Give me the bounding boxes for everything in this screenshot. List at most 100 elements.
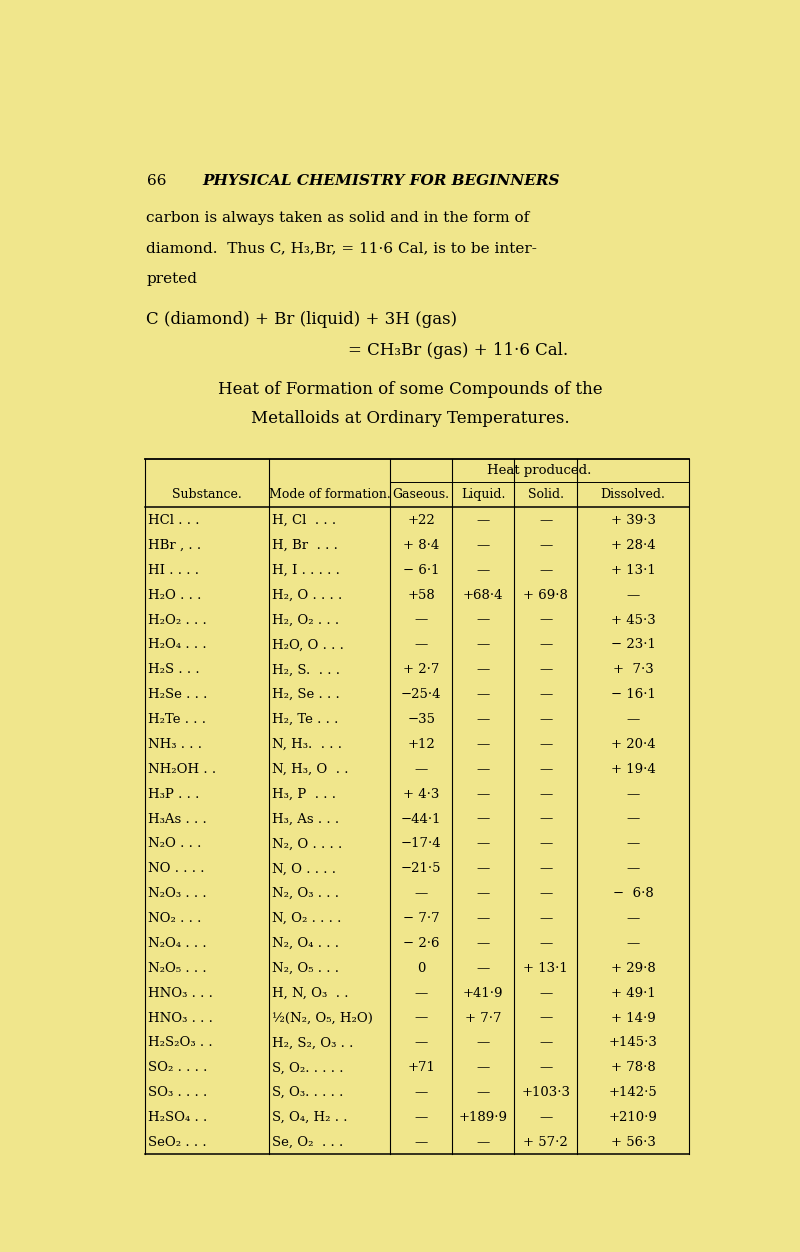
Text: —: — xyxy=(414,1012,428,1024)
Text: —: — xyxy=(539,911,553,925)
Text: —: — xyxy=(477,813,490,825)
Text: HI . . . .: HI . . . . xyxy=(148,563,199,577)
Text: H₃, P  . . .: H₃, P . . . xyxy=(272,788,336,801)
Text: —: — xyxy=(477,1062,490,1074)
Text: + 8·4: + 8·4 xyxy=(403,540,439,552)
Text: H₂O, O . . .: H₂O, O . . . xyxy=(272,639,344,651)
Text: —: — xyxy=(414,1136,428,1149)
Text: —: — xyxy=(539,813,553,825)
Text: N₂, O₃ . . .: N₂, O₃ . . . xyxy=(272,888,339,900)
Text: —: — xyxy=(477,689,490,701)
Text: + 4·3: + 4·3 xyxy=(403,788,439,801)
Text: —: — xyxy=(539,664,553,676)
Text: + 78·8: + 78·8 xyxy=(611,1062,655,1074)
Text: N, O₂ . . . .: N, O₂ . . . . xyxy=(272,911,342,925)
Text: Liquid.: Liquid. xyxy=(461,488,506,501)
Text: H₂Se . . .: H₂Se . . . xyxy=(148,689,208,701)
Text: —: — xyxy=(477,639,490,651)
Text: —: — xyxy=(539,563,553,577)
Text: —: — xyxy=(539,788,553,801)
Text: —: — xyxy=(539,1037,553,1049)
Text: H₂, S₂, O₃ . .: H₂, S₂, O₃ . . xyxy=(272,1037,354,1049)
Text: H₂, S.  . . .: H₂, S. . . . xyxy=(272,664,340,676)
Text: + 45·3: + 45·3 xyxy=(611,613,655,626)
Text: = CH₃Br (gas) + 11·6 Cal.: = CH₃Br (gas) + 11·6 Cal. xyxy=(348,342,568,359)
Text: H₂SO₄ . .: H₂SO₄ . . xyxy=(148,1111,208,1124)
Text: —: — xyxy=(477,515,490,527)
Text: ½(N₂, O₅, H₂O): ½(N₂, O₅, H₂O) xyxy=(272,1012,374,1024)
Text: SeO₂ . . .: SeO₂ . . . xyxy=(148,1136,207,1149)
Text: Se, O₂  . . .: Se, O₂ . . . xyxy=(272,1136,344,1149)
Text: + 20·4: + 20·4 xyxy=(611,737,655,751)
Text: —: — xyxy=(477,1136,490,1149)
Text: —: — xyxy=(477,540,490,552)
Text: + 14·9: + 14·9 xyxy=(611,1012,655,1024)
Text: Gaseous.: Gaseous. xyxy=(393,488,450,501)
Text: +142·5: +142·5 xyxy=(609,1087,658,1099)
Text: —: — xyxy=(414,762,428,776)
Text: —: — xyxy=(626,588,640,602)
Text: —: — xyxy=(539,540,553,552)
Text: Substance.: Substance. xyxy=(172,488,242,501)
Text: —: — xyxy=(626,714,640,726)
Text: —: — xyxy=(539,515,553,527)
Text: H₃As . . .: H₃As . . . xyxy=(148,813,207,825)
Text: −  6·8: − 6·8 xyxy=(613,888,654,900)
Text: —: — xyxy=(539,737,553,751)
Text: +145·3: +145·3 xyxy=(609,1037,658,1049)
Text: Metalloids at Ordinary Temperatures.: Metalloids at Ordinary Temperatures. xyxy=(250,409,570,427)
Text: N₂, O₅ . . .: N₂, O₅ . . . xyxy=(272,962,339,975)
Text: NO . . . .: NO . . . . xyxy=(148,863,205,875)
Text: + 49·1: + 49·1 xyxy=(611,987,655,999)
Text: —: — xyxy=(414,1087,428,1099)
Text: —: — xyxy=(477,613,490,626)
Text: —: — xyxy=(539,1012,553,1024)
Text: + 29·8: + 29·8 xyxy=(611,962,655,975)
Text: + 19·4: + 19·4 xyxy=(611,762,655,776)
Text: − 23·1: − 23·1 xyxy=(610,639,656,651)
Text: +22: +22 xyxy=(407,515,435,527)
Text: N₂O₃ . . .: N₂O₃ . . . xyxy=(148,888,207,900)
Text: —: — xyxy=(477,888,490,900)
Text: —: — xyxy=(477,737,490,751)
Text: N₂, O . . . .: N₂, O . . . . xyxy=(272,838,342,850)
Text: H, Br  . . .: H, Br . . . xyxy=(272,540,338,552)
Text: H₂, O₂ . . .: H₂, O₂ . . . xyxy=(272,613,339,626)
Text: HBr , . .: HBr , . . xyxy=(148,540,202,552)
Text: —: — xyxy=(414,613,428,626)
Text: − 7·7: − 7·7 xyxy=(403,911,439,925)
Text: Solid.: Solid. xyxy=(528,488,564,501)
Text: —: — xyxy=(539,1062,553,1074)
Text: —: — xyxy=(539,1111,553,1124)
Text: Dissolved.: Dissolved. xyxy=(601,488,666,501)
Text: —: — xyxy=(626,863,640,875)
Text: —: — xyxy=(626,813,640,825)
Text: 0: 0 xyxy=(417,962,426,975)
Text: preted: preted xyxy=(146,273,198,287)
Text: 66: 66 xyxy=(146,174,166,188)
Text: N₂O₄ . . .: N₂O₄ . . . xyxy=(148,936,207,950)
Text: H₂O . . .: H₂O . . . xyxy=(148,588,202,602)
Text: N, H₃.  . . .: N, H₃. . . . xyxy=(272,737,342,751)
Text: —: — xyxy=(539,613,553,626)
Text: − 2·6: − 2·6 xyxy=(403,936,439,950)
Text: + 57·2: + 57·2 xyxy=(523,1136,568,1149)
Text: H, Cl  . . .: H, Cl . . . xyxy=(272,515,337,527)
Text: +58: +58 xyxy=(407,588,435,602)
Text: —: — xyxy=(626,838,640,850)
Text: —: — xyxy=(477,788,490,801)
Text: —: — xyxy=(539,838,553,850)
Text: H₂O₂ . . .: H₂O₂ . . . xyxy=(148,613,207,626)
Text: —: — xyxy=(477,664,490,676)
Text: +41·9: +41·9 xyxy=(463,987,503,999)
Text: + 13·1: + 13·1 xyxy=(611,563,655,577)
Text: H₂, Te . . .: H₂, Te . . . xyxy=(272,714,338,726)
Text: —: — xyxy=(477,962,490,975)
Text: —: — xyxy=(626,788,640,801)
Text: —: — xyxy=(539,888,553,900)
Text: +12: +12 xyxy=(407,737,435,751)
Text: H₂, O . . . .: H₂, O . . . . xyxy=(272,588,342,602)
Text: + 56·3: + 56·3 xyxy=(610,1136,656,1149)
Text: diamond.  Thus C, H₃,Br, = 11·6 Cal, is to be inter-: diamond. Thus C, H₃,Br, = 11·6 Cal, is t… xyxy=(146,242,538,255)
Text: + 13·1: + 13·1 xyxy=(523,962,568,975)
